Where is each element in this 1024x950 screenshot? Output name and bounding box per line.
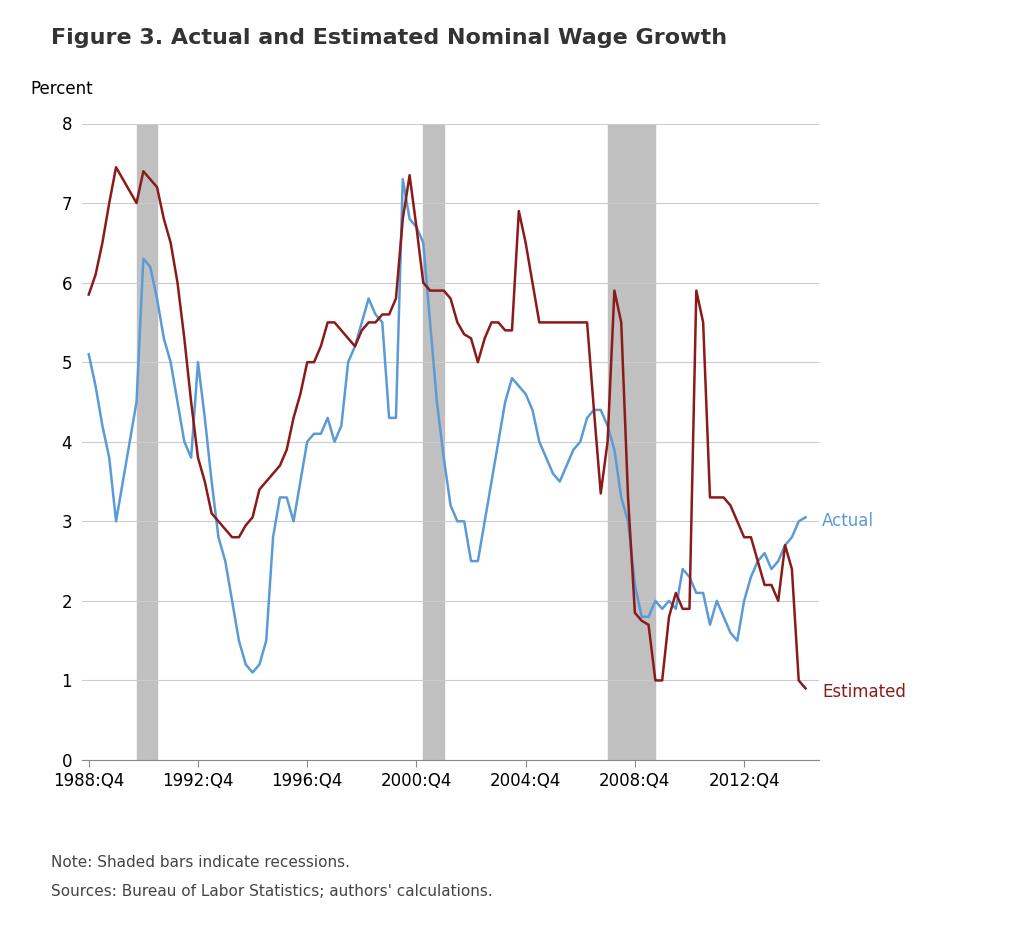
Bar xyxy=(423,124,443,760)
Text: Actual: Actual xyxy=(822,512,873,530)
Text: Estimated: Estimated xyxy=(822,683,906,701)
Text: Figure 3. Actual and Estimated Nominal Wage Growth: Figure 3. Actual and Estimated Nominal W… xyxy=(51,28,727,48)
Bar xyxy=(607,124,655,760)
Text: Sources: Bureau of Labor Statistics; authors' calculations.: Sources: Bureau of Labor Statistics; aut… xyxy=(51,884,493,899)
Text: Percent: Percent xyxy=(31,80,93,98)
Text: Note: Shaded bars indicate recessions.: Note: Shaded bars indicate recessions. xyxy=(51,855,350,870)
Bar xyxy=(136,124,157,760)
